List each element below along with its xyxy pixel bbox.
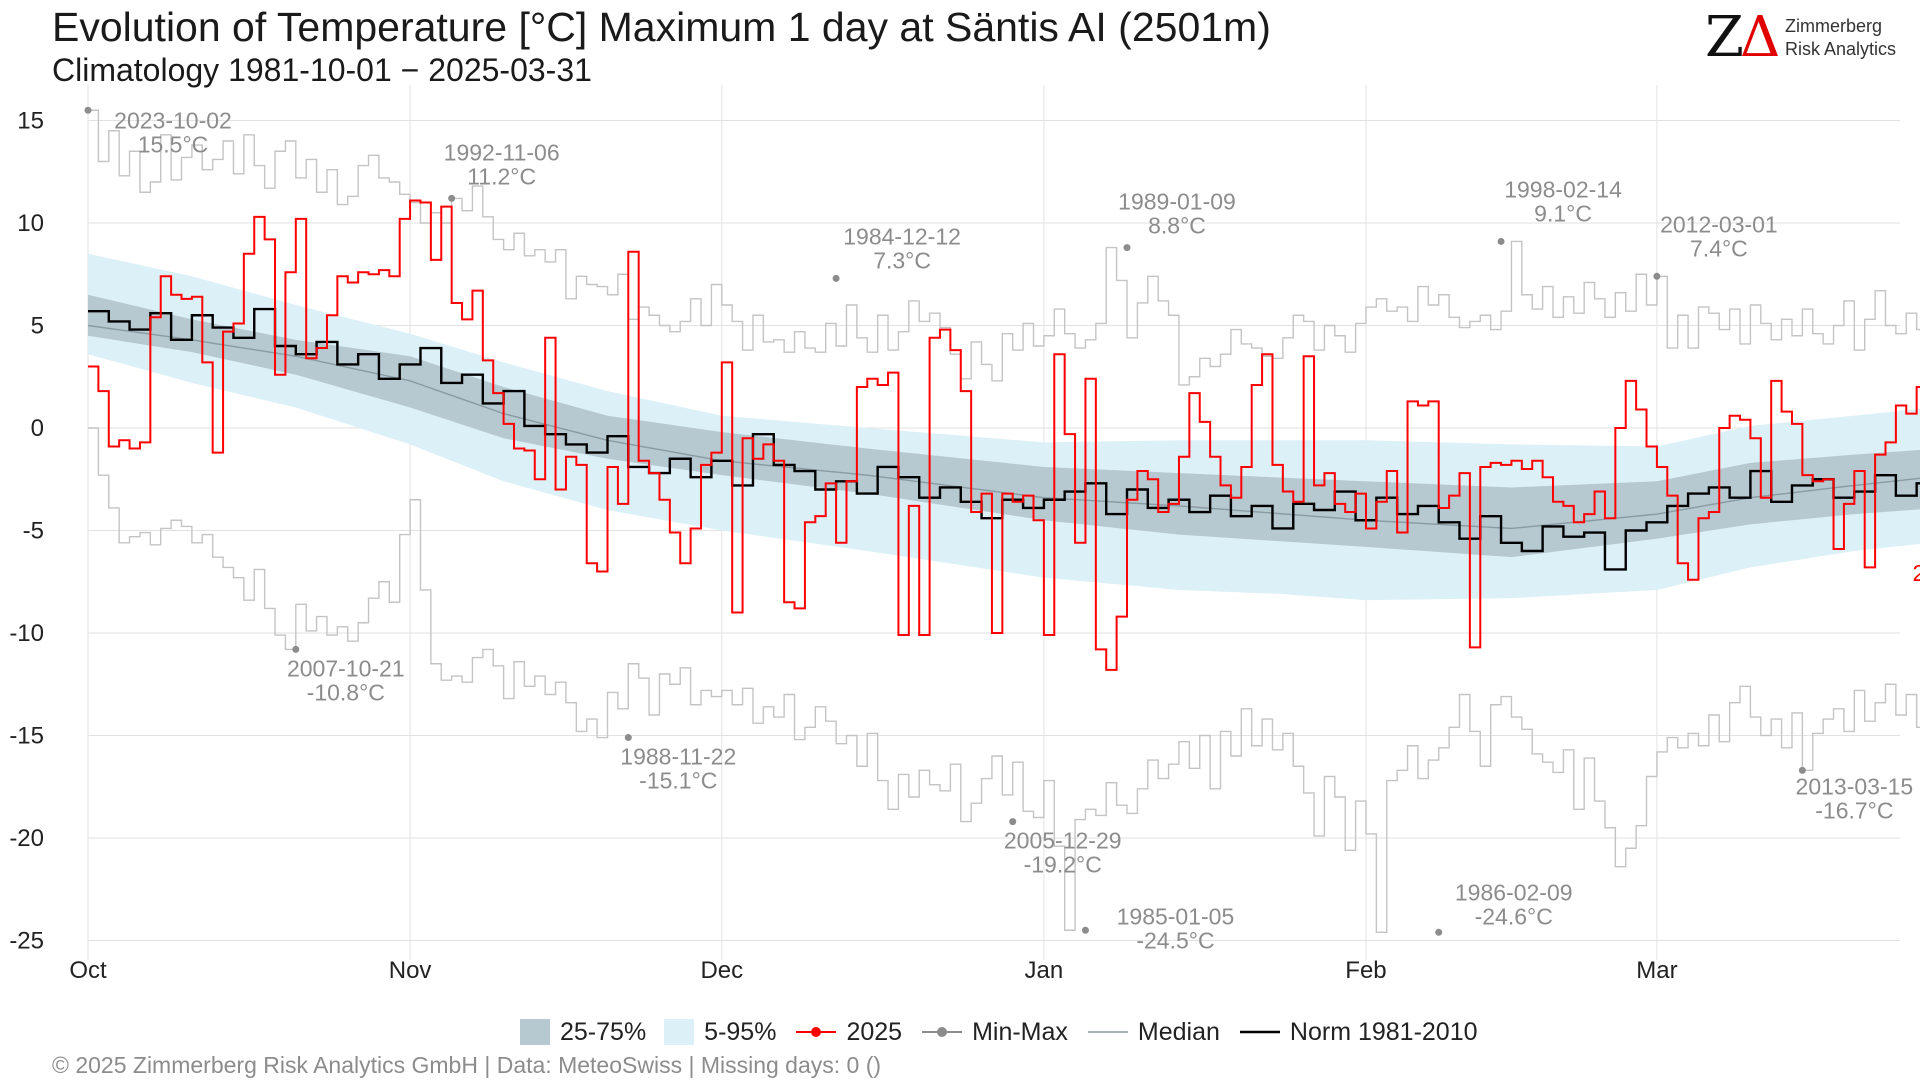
legend-label-minmax: Min-Max bbox=[972, 1017, 1068, 1046]
annotation-value: -24.6°C bbox=[1475, 903, 1553, 929]
extreme-point bbox=[1653, 272, 1661, 280]
extreme-point bbox=[292, 645, 300, 653]
annotation-value: -24.5°C bbox=[1136, 927, 1214, 953]
annotation-value: 7.3°C bbox=[873, 247, 931, 273]
y-tick-label: 15 bbox=[17, 108, 44, 135]
annotation-value: 9.1°C bbox=[1534, 200, 1592, 226]
legend-item-iqr: 25-75% bbox=[520, 1018, 646, 1047]
annotation-value: -10.8°C bbox=[307, 679, 385, 705]
series-min-line bbox=[88, 427, 1920, 933]
extreme-point bbox=[624, 734, 632, 742]
series-max-line bbox=[88, 109, 1920, 386]
annotation-date: 1998-02-14 bbox=[1504, 176, 1622, 202]
legend-swatch-iqr bbox=[520, 1019, 550, 1045]
series-2025-line bbox=[88, 199, 1920, 671]
annotation-date: 1985-01-05 bbox=[1117, 903, 1235, 929]
chart-subtitle: Climatology 1981-10-01 − 2025-03-31 bbox=[52, 52, 592, 88]
y-tick-label: -10 bbox=[9, 620, 44, 647]
annotation-date: 1992-11-06 bbox=[444, 139, 560, 165]
annotation-date: 1988-11-22 bbox=[620, 744, 736, 770]
y-tick-label: 10 bbox=[17, 210, 44, 237]
annotation-date: 2012-03-01 bbox=[1660, 211, 1778, 237]
legend-label-norm: Norm 1981-2010 bbox=[1289, 1017, 1478, 1046]
logo-text-line1: Zimmerberg bbox=[1785, 16, 1883, 36]
legend-swatch-norm bbox=[1239, 1030, 1280, 1034]
chart-legend: 25-75% 5-95% 2025 Min-Max Median Norm 19… bbox=[520, 1015, 1496, 1049]
x-tick-label: Oct bbox=[69, 957, 107, 984]
temperature-chart: 151050-5-10-15-20-25OctNovDecJanFebMarAp… bbox=[9, 85, 1920, 984]
annotation-date: 1989-01-09 bbox=[1118, 189, 1236, 215]
annotation-value: -16.7°C bbox=[1815, 797, 1893, 823]
legend-item-median: Median bbox=[1086, 1018, 1220, 1047]
legend-label-median: Median bbox=[1137, 1017, 1220, 1046]
x-tick-label: Dec bbox=[700, 957, 743, 984]
extreme-point bbox=[1798, 766, 1806, 774]
chart-title: Evolution of Temperature [°C] Maximum 1 … bbox=[52, 4, 1271, 50]
legend-label-p90: 5-95% bbox=[704, 1017, 777, 1046]
legend-label-2025: 2025 bbox=[846, 1017, 903, 1046]
extreme-point bbox=[1081, 926, 1089, 934]
annotation-date: 2005-12-29 bbox=[1004, 828, 1122, 854]
annotation-value: -15.1°C bbox=[639, 768, 717, 794]
legend-item-minmax: Min-Max bbox=[920, 1018, 1068, 1047]
legend-swatch-2025 bbox=[796, 1027, 837, 1037]
extreme-point bbox=[84, 106, 92, 114]
company-logo: ZΔ Zimmerberg Risk Analytics bbox=[1705, 5, 1915, 70]
annotation-value: 8.8°C bbox=[1148, 213, 1206, 239]
logo-mark: ZΔ bbox=[1705, 5, 1780, 70]
annotation-date: 2025-03-31 bbox=[1913, 560, 1920, 586]
annotation-value: 7.4°C bbox=[1690, 235, 1748, 261]
annotation-date: 1986-02-09 bbox=[1455, 879, 1573, 905]
extreme-point bbox=[832, 274, 840, 282]
extreme-point bbox=[1435, 928, 1443, 936]
legend-item-p90: 5-95% bbox=[664, 1018, 776, 1047]
y-axis: 15 10 5 0 -5 -10 -15 -20 -25 bbox=[9, 108, 44, 955]
y-tick-label: -15 bbox=[9, 723, 44, 750]
y-tick-label: 5 bbox=[31, 313, 44, 340]
legend-swatch-minmax bbox=[922, 1027, 963, 1037]
logo-text-line2: Risk Analytics bbox=[1785, 39, 1897, 59]
extreme-point bbox=[1123, 244, 1131, 252]
legend-swatch-median bbox=[1087, 1031, 1128, 1033]
annotation-date: 2013-03-15 bbox=[1796, 773, 1914, 799]
annotation-date: 1984-12-12 bbox=[843, 223, 961, 249]
annotation-value: -19.2°C bbox=[1024, 852, 1102, 878]
annotation-date: 2023-10-02 bbox=[114, 107, 232, 133]
annotation-value: 11.2°C bbox=[467, 163, 536, 189]
extreme-point bbox=[1009, 818, 1017, 826]
y-tick-label: -20 bbox=[9, 825, 44, 852]
band-25-75 bbox=[88, 294, 1920, 558]
x-tick-label: Nov bbox=[389, 957, 432, 984]
legend-item-norm: Norm 1981-2010 bbox=[1238, 1018, 1478, 1047]
annotation-value: 15.5°C bbox=[138, 131, 209, 157]
x-tick-label: Feb bbox=[1345, 957, 1386, 984]
x-tick-label: Jan bbox=[1025, 957, 1064, 984]
y-tick-label: -25 bbox=[9, 928, 44, 955]
annotation-date: 2007-10-21 bbox=[287, 655, 405, 681]
series-norm-line bbox=[88, 307, 1920, 571]
legend-item-2025: 2025 bbox=[794, 1018, 902, 1047]
footer-credit: © 2025 Zimmerberg Risk Analytics GmbH | … bbox=[52, 1052, 882, 1078]
x-axis: OctNovDecJanFebMarApr bbox=[69, 957, 1677, 984]
x-tick-label: Mar bbox=[1636, 957, 1677, 984]
y-tick-label: -5 bbox=[23, 518, 44, 545]
extreme-point bbox=[448, 194, 456, 202]
legend-label-iqr: 25-75% bbox=[560, 1017, 647, 1046]
y-tick-label: 0 bbox=[31, 415, 44, 442]
band-5-95 bbox=[88, 253, 1920, 601]
legend-swatch-p90 bbox=[664, 1019, 695, 1045]
extreme-point bbox=[1497, 237, 1505, 245]
